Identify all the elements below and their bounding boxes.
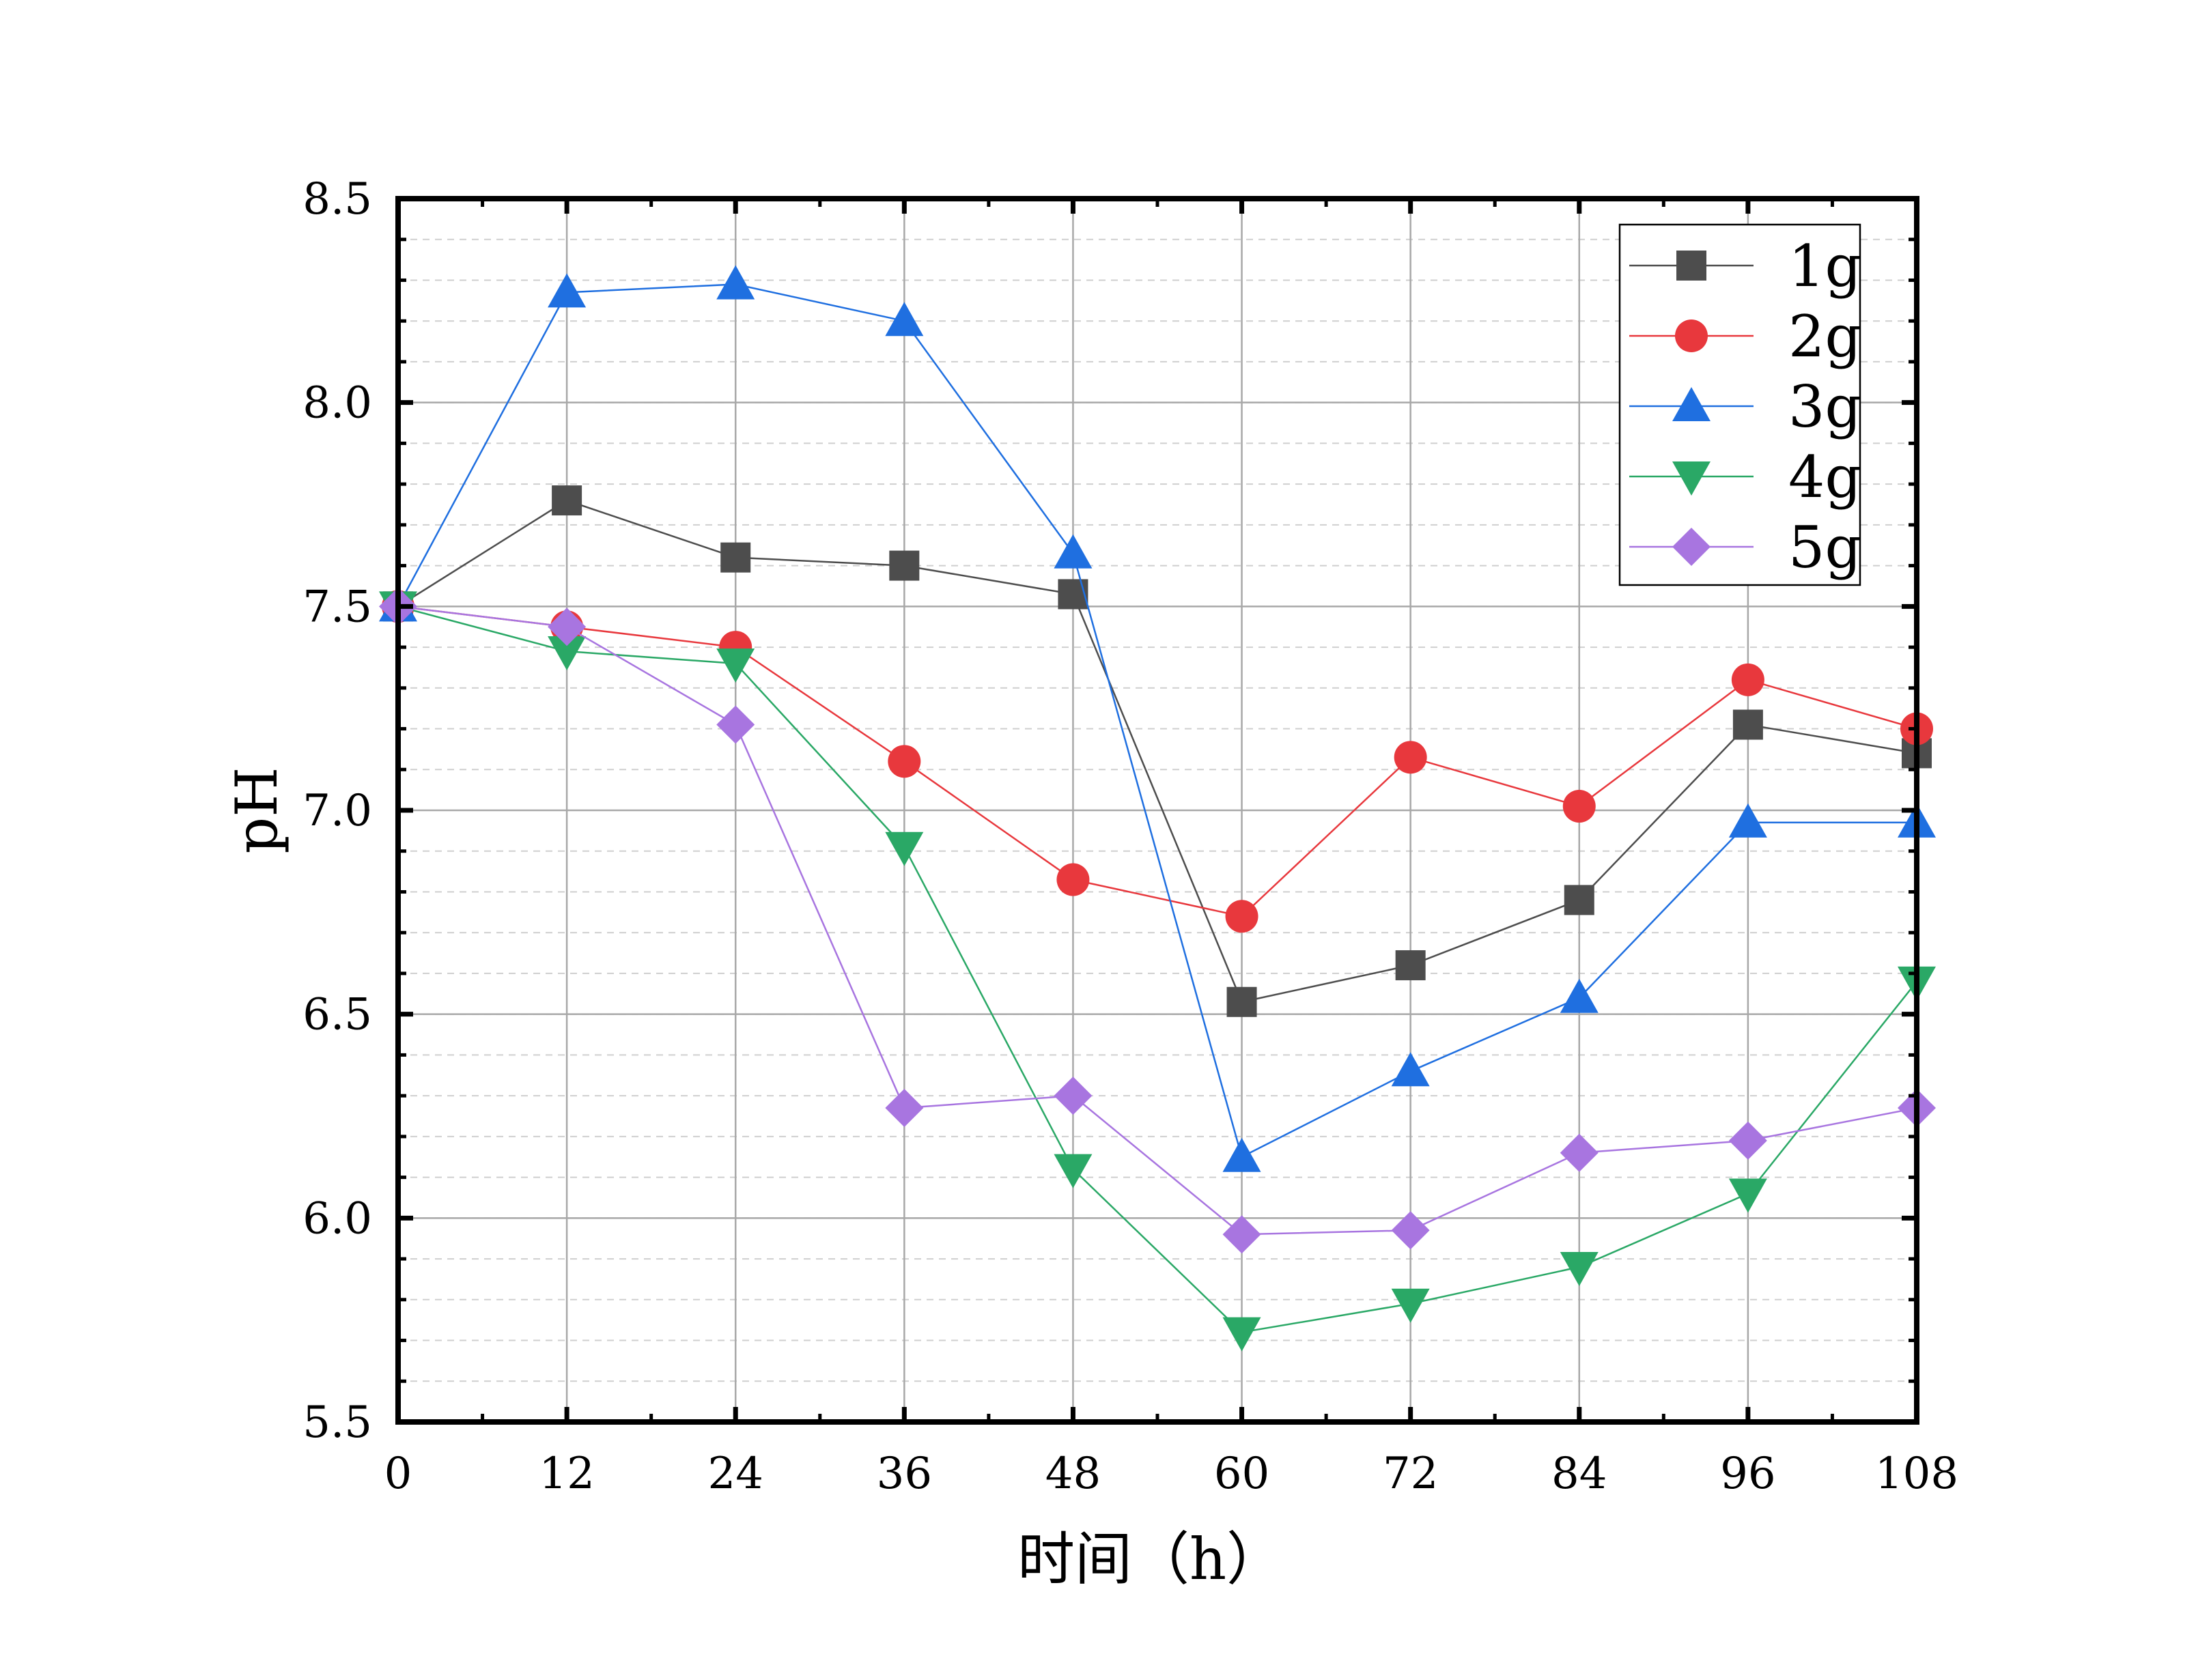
data-point — [716, 705, 755, 744]
x-tick-label: 72 — [1383, 1449, 1438, 1499]
data-point — [1394, 741, 1427, 774]
data-point — [716, 265, 755, 300]
data-point — [548, 608, 587, 646]
legend-item-1g: 1g — [1629, 233, 1861, 300]
data-point — [1058, 579, 1088, 610]
x-tick-label: 0 — [384, 1449, 412, 1499]
data-point — [1672, 461, 1711, 496]
x-tick-label: 48 — [1045, 1449, 1101, 1499]
x-tick-label: 24 — [708, 1449, 763, 1499]
series-line — [397, 606, 1917, 1333]
series-line — [397, 606, 1917, 1236]
data-point — [1395, 950, 1426, 980]
data-point — [1054, 534, 1093, 569]
axes: 5.5 6.0 6.5 7.0 7.5 8.0 8.5 0 12 24 36 48 60 72 84 96 10… — [302, 174, 1958, 1499]
y-tick-label: 8.5 — [302, 174, 372, 225]
data-point — [1731, 663, 1764, 696]
legend-item-5g: 5g — [1629, 514, 1861, 581]
x-tick-label: 60 — [1214, 1449, 1269, 1499]
y-tick-label: 6.0 — [302, 1193, 372, 1244]
data-point — [1226, 986, 1257, 1017]
legend-label: 5g — [1788, 514, 1861, 581]
data-point — [1560, 978, 1599, 1013]
y-tick-label: 5.5 — [302, 1397, 372, 1448]
data-point — [716, 648, 755, 683]
data-point — [1391, 1052, 1430, 1087]
y-tick-label: 6.5 — [302, 990, 372, 1040]
legend-item-4g: 4g — [1629, 444, 1861, 511]
data-point — [1672, 387, 1711, 421]
legend-label: 2g — [1788, 303, 1861, 370]
data-point — [885, 1089, 924, 1128]
x-axis-title: 时间（h） — [1017, 1526, 1284, 1593]
y-tick-label: 7.5 — [302, 582, 372, 632]
data-point — [1728, 803, 1767, 838]
legend-box — [1618, 223, 1861, 586]
y-tick-label: 8.0 — [302, 378, 372, 429]
legend-item-2g: 2g — [1629, 303, 1861, 370]
legend-item-3g: 3g — [1629, 373, 1861, 440]
data-point — [1054, 1154, 1093, 1188]
data-point — [552, 485, 582, 516]
data-point — [1672, 528, 1711, 566]
series-layer — [379, 265, 1936, 1352]
data-point — [548, 273, 587, 308]
data-point — [889, 550, 920, 581]
series-line — [397, 606, 1917, 917]
data-point — [885, 302, 924, 337]
series-2g — [382, 590, 1933, 933]
x-tick-label: 108 — [1875, 1449, 1958, 1499]
legend-label: 3g — [1788, 373, 1861, 440]
data-point — [1728, 1121, 1767, 1160]
x-tick-label: 12 — [539, 1449, 594, 1499]
x-tick-label: 96 — [1720, 1449, 1775, 1499]
y-tick-label: 7.0 — [302, 786, 372, 836]
data-point — [1732, 709, 1763, 740]
series-4g — [379, 591, 1936, 1352]
series-3g — [379, 265, 1936, 1172]
x-tick-label: 84 — [1551, 1449, 1607, 1499]
legend-label: 1g — [1788, 233, 1861, 300]
x-tick-label: 36 — [877, 1449, 932, 1499]
data-point — [888, 745, 921, 778]
series-line — [397, 499, 1917, 1003]
data-point — [1560, 1133, 1599, 1172]
data-point — [1560, 1252, 1599, 1287]
data-point — [1391, 1288, 1430, 1323]
data-point — [1056, 863, 1090, 896]
data-point — [1676, 251, 1706, 281]
data-point — [1562, 790, 1596, 823]
data-point — [1564, 885, 1594, 915]
y-axis-title: pH — [223, 767, 290, 853]
legend-label: 4g — [1788, 444, 1861, 511]
data-point — [1225, 900, 1258, 933]
data-point — [1222, 1215, 1261, 1254]
series-line — [397, 283, 1917, 1158]
series-5g — [379, 587, 1936, 1254]
data-point — [1728, 1178, 1767, 1213]
data-point — [548, 636, 587, 671]
data-point — [1222, 1317, 1261, 1352]
data-point — [1391, 1211, 1430, 1250]
data-point — [1054, 1077, 1093, 1115]
data-point — [885, 831, 924, 866]
data-point — [1675, 319, 1708, 352]
data-point — [720, 542, 751, 573]
data-point — [1222, 1137, 1261, 1172]
